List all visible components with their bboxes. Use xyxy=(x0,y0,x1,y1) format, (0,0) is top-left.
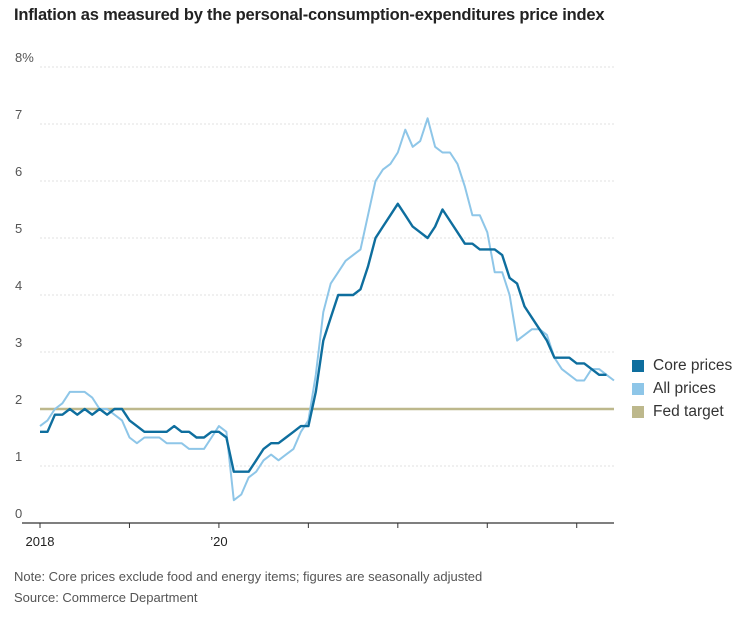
grid-lines xyxy=(40,66,614,467)
x-tick-label: ’20 xyxy=(210,534,227,549)
series-lines xyxy=(39,117,615,502)
chart-note: Note: Core prices exclude food and energ… xyxy=(14,569,483,584)
legend-label-fed: Fed target xyxy=(653,402,724,420)
legend-item-fed: Fed target xyxy=(632,400,732,423)
y-tick-label: 7 xyxy=(15,107,22,122)
y-tick-label: 6 xyxy=(15,164,22,179)
legend: Core prices All prices Fed target xyxy=(632,354,732,423)
y-tick-label: 2 xyxy=(15,392,22,407)
y-tick-label: 3 xyxy=(15,335,22,350)
x-axis: 2018 ’20 xyxy=(22,522,614,549)
legend-label-core: Core prices xyxy=(653,356,733,374)
y-tick-label: 8% xyxy=(15,50,34,65)
y-tick-label: 4 xyxy=(15,278,22,293)
legend-swatch-fed xyxy=(632,405,644,418)
chart-source: Source: Commerce Department xyxy=(14,590,198,605)
series-line-core-prices xyxy=(40,202,607,473)
series-line-all-prices xyxy=(39,117,615,502)
legend-item-all: All prices xyxy=(632,377,732,400)
legend-label-all: All prices xyxy=(653,379,716,397)
chart-title: Inflation as measured by the personal-co… xyxy=(14,6,605,24)
legend-swatch-core xyxy=(632,359,644,372)
y-axis-ticks: 0 1 2 3 4 5 6 7 8% xyxy=(15,50,34,521)
legend-item-core: Core prices xyxy=(632,354,732,377)
y-tick-label: 1 xyxy=(15,449,22,464)
y-tick-label: 0 xyxy=(15,506,22,521)
legend-swatch-all xyxy=(632,382,644,395)
x-tick-label: 2018 xyxy=(26,534,55,549)
y-tick-label: 5 xyxy=(15,221,22,236)
